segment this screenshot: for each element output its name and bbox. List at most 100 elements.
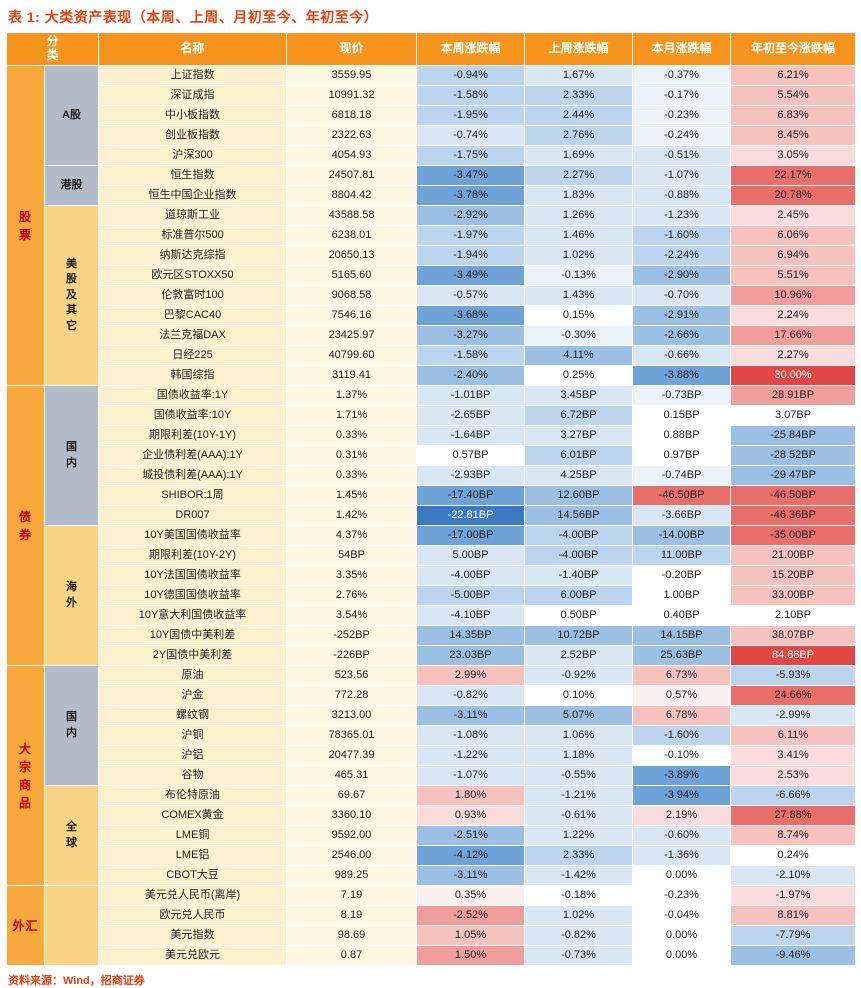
month-change-cell: -2.24% xyxy=(632,245,732,266)
current-price-cell: 1.42% xyxy=(286,505,418,526)
month-change-cell: 25.63BP xyxy=(632,645,732,666)
month-change-cell: -3.88% xyxy=(632,365,732,386)
asset-name-cell: LME铝 xyxy=(98,845,288,866)
last-week-change-cell: 1.83% xyxy=(524,185,634,206)
asset-name-cell: 纳斯达克综指 xyxy=(98,245,288,266)
table-row: 深证成指 10991.32 -1.58% 2.33% -0.17% 5.54% xyxy=(7,85,857,106)
table-row: 沪金 772.28 -0.82% 0.10% 0.57% 24.66% xyxy=(7,685,857,706)
ytd-change-cell: 20.78% xyxy=(730,185,857,206)
category-sub-cell: A股 xyxy=(43,65,100,166)
category-sub-cell xyxy=(43,885,100,966)
category-sub-cell: 国内 xyxy=(43,385,100,526)
current-price-cell: 3119.41 xyxy=(286,365,418,386)
current-price-cell: 9592.00 xyxy=(286,825,418,846)
last-week-change-cell: 2.33% xyxy=(524,85,634,106)
last-week-change-cell: 1.06% xyxy=(524,725,634,746)
asset-name-cell: 创业板指数 xyxy=(98,125,288,146)
month-change-cell: -0.17% xyxy=(632,85,732,106)
month-change-cell: 11.00BP xyxy=(632,545,732,566)
month-change-cell: -0.04% xyxy=(632,905,732,926)
week-change-cell: -3.11% xyxy=(416,705,526,726)
last-week-change-cell: -4.00BP xyxy=(524,525,634,546)
col-header-ytd: 年初至今涨跌幅 xyxy=(730,32,857,66)
last-week-change-cell: 2.52BP xyxy=(524,645,634,666)
table-row: 大宗商品国内原油 523.56 2.99% -0.92% 6.73% -5.93% xyxy=(6,665,857,886)
current-price-cell: 69.67 xyxy=(286,785,418,806)
week-change-cell: -0.82% xyxy=(416,685,526,706)
header-row: 分类名称 现价 本周涨跌幅 上周涨跌幅 本月涨跌幅 年初至今涨跌幅 xyxy=(5,32,857,66)
table-row: 标准普尔500 6238.01 -1.97% 1.46% -1.60% 6.06% xyxy=(7,225,857,246)
table-row: 港股 恒生指数 24507.81 -3.47% 2.27% -1.07% 22.17% xyxy=(7,165,857,206)
col-header-month: 本月涨跌幅 xyxy=(632,32,732,66)
last-week-change-cell: 1.69% xyxy=(524,145,634,166)
ytd-change-cell: 6.21% xyxy=(730,65,857,86)
asset-name-cell: 欧元区STOXX50 xyxy=(98,265,288,286)
last-week-change-cell: 6.01BP xyxy=(524,445,634,466)
ytd-change-cell: 0.24% xyxy=(730,845,857,866)
ytd-change-cell: 38.07BP xyxy=(730,625,857,646)
asset-name-cell: 国债收益率:10Y xyxy=(98,405,288,426)
current-price-cell: 20477.39 xyxy=(286,745,418,766)
month-change-cell: -0.23% xyxy=(632,885,732,906)
asset-name-cell: 2Y国债中美利差 xyxy=(98,645,288,666)
week-change-cell: -1.58% xyxy=(416,345,526,366)
month-change-cell: 0.00% xyxy=(632,925,732,946)
asset-name-cell: 美元指数 xyxy=(98,925,288,946)
category-group-cell: 大宗商品 xyxy=(6,665,45,886)
asset-name-cell: SHIBOR:1周 xyxy=(98,485,288,506)
ytd-change-cell: 2.24% xyxy=(730,305,857,326)
table-row: 美元指数 98.69 1.05% -0.82% 0.00% -7.79% xyxy=(7,925,857,946)
current-price-cell: 10991.32 xyxy=(286,85,418,106)
last-week-change-cell: -0.73% xyxy=(524,945,634,966)
week-change-cell: -2.65BP xyxy=(416,405,526,426)
ytd-change-cell: 8.74% xyxy=(730,825,857,846)
asset-name-cell: 恒生指数 xyxy=(98,165,288,186)
week-change-cell: -3.78% xyxy=(416,185,526,206)
current-price-cell: 523.56 xyxy=(286,665,418,686)
current-price-cell: 0.31% xyxy=(286,445,418,466)
ytd-change-cell: -46.36BP xyxy=(730,505,857,526)
asset-name-cell: 标准普尔500 xyxy=(98,225,288,246)
last-week-change-cell: 1.43% xyxy=(524,285,634,306)
ytd-change-cell: 6.06% xyxy=(730,225,857,246)
week-change-cell: -1.22% xyxy=(416,745,526,766)
asset-table-header: 分类名称 现价 本周涨跌幅 上周涨跌幅 本月涨跌幅 年初至今涨跌幅 xyxy=(5,32,857,66)
month-change-cell: -0.10% xyxy=(632,745,732,766)
category-sub-cell: 全球 xyxy=(43,785,100,886)
week-change-cell: -4.00BP xyxy=(416,565,526,586)
week-change-cell: -2.40% xyxy=(416,365,526,386)
last-week-change-cell: 1.22% xyxy=(524,825,634,846)
table-row: 10Y法国国债收益率 3.35% -4.00BP -1.40BP -0.20BP 15.2… xyxy=(7,565,857,586)
last-week-change-cell: 0.50BP xyxy=(524,605,634,626)
last-week-change-cell: 6.00BP xyxy=(524,585,634,606)
current-price-cell: 78365.01 xyxy=(286,725,418,746)
table-row: 创业板指数 2322.63 -0.74% 2.76% -0.24% 8.45% xyxy=(7,125,857,146)
current-price-cell: 6238.01 xyxy=(286,225,418,246)
last-week-change-cell: 4.11% xyxy=(524,345,634,366)
current-price-cell: 43588.58 xyxy=(286,205,418,226)
ytd-change-cell: -5.93% xyxy=(730,665,857,686)
last-week-change-cell: -0.18% xyxy=(524,885,634,906)
category-sub-cell: 港股 xyxy=(43,165,100,206)
month-change-cell: 0.88BP xyxy=(632,425,732,446)
last-week-change-cell: 5.07% xyxy=(524,705,634,726)
ytd-change-cell: 17.66% xyxy=(730,325,857,346)
ytd-change-cell: -1.97% xyxy=(730,885,857,906)
ytd-change-cell: 8.81% xyxy=(730,905,857,926)
category-sub-cell: 美股及其它 xyxy=(43,205,100,386)
ytd-change-cell: 3.41% xyxy=(730,745,857,766)
last-week-change-cell: 2.33% xyxy=(524,845,634,866)
ytd-change-cell: 28.91BP xyxy=(730,385,857,406)
category-group-cell: 债券 xyxy=(6,385,45,666)
asset-name-cell: LME铜 xyxy=(98,825,288,846)
current-price-cell: 98.69 xyxy=(286,925,418,946)
table-row: 国债收益率:10Y 1.71% -2.65BP 6.72BP 0.15BP 3.07BP xyxy=(7,405,857,426)
table-row: 欧元区STOXX50 5165.60 -3.49% -0.13% -2.90% 5.51% xyxy=(7,265,857,286)
week-change-cell: -1.08% xyxy=(416,725,526,746)
table-row: 期限利差(10Y-2Y) 54BP 5.00BP -4.00BP 11.00BP 21.0… xyxy=(7,545,857,566)
week-change-cell: -1.01BP xyxy=(416,385,526,406)
asset-name-cell: 沪深300 xyxy=(98,145,288,166)
asset-name-cell: 上证指数 xyxy=(98,65,288,86)
ytd-change-cell: -2.10% xyxy=(730,865,857,886)
